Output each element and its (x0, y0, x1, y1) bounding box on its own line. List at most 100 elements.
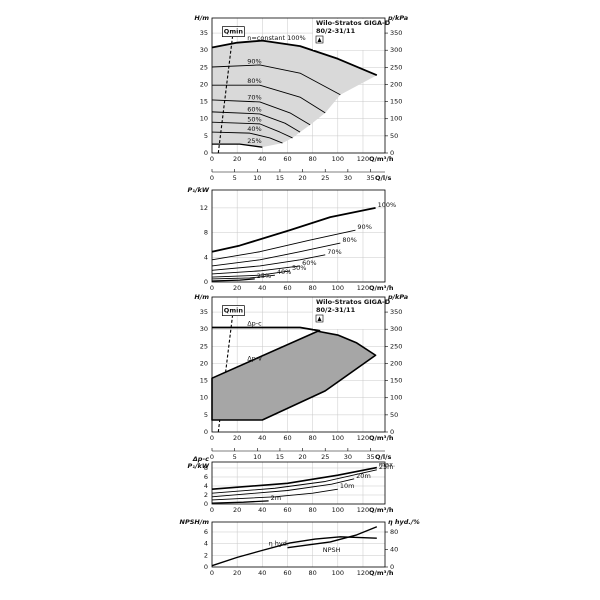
chart: 0 20 40 60 80 100 120 Q/m³/h05101520253035H/m05… (194, 293, 408, 461)
x-tick-label: 20 (233, 284, 241, 292)
y-tick-label: 2 (204, 551, 208, 559)
y-tick-label: 15 (200, 98, 208, 106)
y-axis-label: H/m (194, 293, 209, 301)
x-tick-label: 20 (233, 569, 241, 577)
y-tick-label: 6 (204, 528, 208, 536)
curve (211, 254, 326, 271)
y-axis-label: P₁/kW (188, 186, 210, 194)
x-tick-label: 40 (258, 284, 266, 292)
x-tick-label: 20 (233, 434, 241, 442)
y2-tick-label: 300 (390, 46, 402, 54)
y-tick-label: 0 (204, 500, 208, 508)
y2-tick-label: 200 (390, 80, 402, 88)
x2-tick-label: 0 (210, 174, 214, 182)
y2-tick-label: 0 (390, 563, 394, 571)
y-tick-label: 8 (204, 464, 208, 472)
curve (211, 466, 377, 490)
x2-tick-label: 5 (233, 174, 237, 182)
series-label: 40% (277, 268, 291, 276)
curve (211, 536, 377, 567)
y-tick-label: 4 (204, 540, 208, 548)
x2-axis-label: Q/l/s (375, 174, 392, 182)
x-tick-label: 120 (357, 434, 369, 442)
series-label: 25% (257, 272, 271, 280)
curve (211, 274, 275, 280)
curve (211, 478, 355, 498)
x2-tick-label: 35 (366, 174, 374, 182)
header-text: Wilo-Stratos GIGA-D (316, 19, 391, 27)
series-label: Qmin (224, 307, 244, 315)
y-tick-label: 35 (200, 308, 208, 316)
curve (211, 39, 378, 77)
series-label: 25% (247, 137, 261, 145)
y2-tick-label: 350 (390, 29, 402, 37)
curve (211, 121, 293, 139)
x-tick-label: 0 (210, 506, 214, 514)
series-label: η hyd. (269, 540, 289, 548)
y-axis-label: NPSH/m (180, 518, 210, 526)
y-tick-label: 0 (204, 428, 208, 436)
y-tick-label: 5 (204, 411, 208, 419)
x-tick-label: 0 (210, 155, 214, 163)
x-tick-label: 120 (357, 155, 369, 163)
x-tick-label: 60 (283, 506, 291, 514)
y2-tick-label: 250 (390, 342, 402, 350)
x-tick-label: 0 (210, 569, 214, 577)
chart: 0 20 40 60 80 100 120 Q/m³/h05101520253035H/m05… (194, 14, 408, 182)
x-tick-label: 60 (283, 434, 291, 442)
curve (211, 229, 356, 261)
plot-frame (211, 296, 386, 433)
header-text: Wilo-Stratos GIGA-D (316, 298, 391, 306)
series-label: 90% (247, 57, 261, 65)
curve (212, 326, 321, 332)
y2-tick-label: 100 (390, 115, 402, 123)
series-label: n=constant 100% (247, 34, 305, 42)
y-tick-label: 10 (200, 115, 208, 123)
y2-tick-label: 0 (390, 149, 394, 157)
series-label: 25m (379, 463, 394, 471)
x-tick-label: 100 (332, 434, 344, 442)
x2-tick-label: 20 (298, 453, 306, 461)
label-box (222, 305, 245, 316)
series-label: 80% (342, 236, 356, 244)
series-label: 40% (247, 125, 261, 133)
y2-tick-label: 350 (390, 308, 402, 316)
curve (211, 488, 338, 501)
x2-tick-label: 30 (344, 453, 352, 461)
x-tick-label: 80 (309, 434, 317, 442)
x2-tick-label: 0 (210, 453, 214, 461)
x2-tick-label: 25 (321, 174, 329, 182)
y-tick-label: 8 (204, 229, 208, 237)
header-icon (317, 316, 322, 321)
x-tick-label: 40 (258, 434, 266, 442)
y2-tick-label: 40 (390, 546, 398, 554)
x-tick-label: 80 (309, 569, 317, 577)
x-tick-label: 120 (357, 284, 369, 292)
curve (287, 526, 378, 549)
x-tick-label: 120 (357, 569, 369, 577)
x-tick-label: 80 (309, 284, 317, 292)
series-label: 60% (247, 105, 261, 113)
x-tick-label: 100 (332, 569, 344, 577)
y2-tick-label: 150 (390, 377, 402, 385)
y-tick-label: 0 (204, 149, 208, 157)
y-axis-label: Δp-c (192, 455, 209, 463)
y-tick-label: 25 (200, 342, 208, 350)
x-tick-label: 60 (283, 155, 291, 163)
curve (211, 265, 301, 275)
x2-tick-label: 25 (321, 453, 329, 461)
y-tick-label: 4 (204, 253, 208, 261)
x-tick-label: 0 (210, 434, 214, 442)
y-tick-label: 0 (204, 563, 208, 571)
x2-tick-label: 20 (298, 174, 306, 182)
y2-axis-label: p/kPa (387, 293, 408, 301)
y-tick-label: 30 (200, 46, 208, 54)
curve (212, 84, 326, 114)
y-tick-label: 10 (200, 394, 208, 402)
x-tick-label: 40 (258, 155, 266, 163)
x2-tick-label: 15 (276, 453, 284, 461)
curve (211, 242, 341, 267)
x-tick-label: 120 (357, 506, 369, 514)
y-tick-label: 20 (200, 80, 208, 88)
y-axis-label: P₁/kW (188, 462, 210, 470)
